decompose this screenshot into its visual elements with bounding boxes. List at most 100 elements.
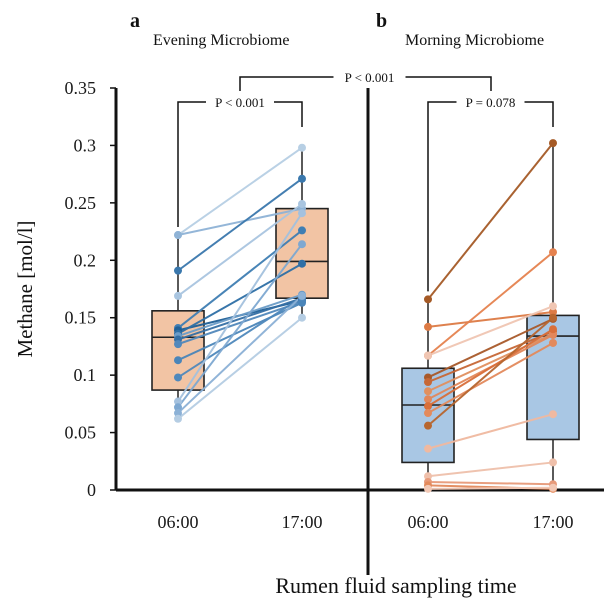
paired-line [427,461,554,478]
data-point-1700 [298,313,306,322]
panel-letter: b [376,10,387,32]
data-point-0600 [174,403,182,412]
paired-line [177,301,303,362]
bracket-label-bg [206,92,274,112]
data-point-0600 [174,340,182,349]
data-point-0600 [424,444,432,453]
box [275,207,329,299]
data-point-0600 [174,291,182,300]
data-point-1700 [549,325,557,334]
data-point-0600 [424,472,432,481]
data-point-0600 [424,322,432,331]
significance-bracket [427,101,554,292]
paired-line [177,229,303,329]
y-tick-label: 0.3 [74,135,97,155]
significance-annotations: P < 0.001 P = 0.078 P < 0.001 [177,67,554,292]
bracket-p-value: P = 0.078 [466,95,516,110]
data-point-1700 [549,307,557,316]
data-point-1700 [298,240,306,249]
paired-line [427,486,554,490]
paired-line [177,146,303,236]
data-point-0600 [174,266,182,275]
data-point-1700 [549,458,557,467]
paired-line [427,480,554,486]
paired-line [177,293,303,338]
paired-line [427,330,554,383]
paired-line [177,207,303,236]
paired-line [177,296,303,379]
paired-line [427,316,554,427]
data-point-0600 [174,409,182,418]
x-tick-label: 17:00 [532,512,573,532]
data-point-0600 [424,484,432,493]
between-label-bg [333,67,406,87]
data-point-0600 [174,231,182,240]
data-point-1700 [549,139,557,148]
y-tick-label: 0.05 [65,423,97,443]
bracket-p-value: P < 0.001 [215,95,265,110]
data-point-0600 [424,378,432,387]
data-point-0600 [424,351,432,360]
data-point-1700 [549,338,557,347]
data-point-0600 [424,402,432,411]
x-tick-label: 17:00 [281,512,322,532]
panel-letter: a [130,10,140,32]
paired-line [427,342,554,414]
data-point-1700 [298,259,306,268]
data-point-1700 [549,410,557,419]
y-tick-label: 0.1 [74,365,97,385]
data-point-0600 [424,395,432,404]
y-tick-label: 0.2 [74,250,97,270]
paired-line [177,212,303,403]
data-point-1700 [298,226,306,235]
paired-line [427,305,554,357]
panel-evening-microbiome: a Evening Microbiome 06:00 17:00 [130,10,329,532]
data-point-1700 [549,248,557,257]
between-p-value: P < 0.001 [345,70,395,85]
bracket-label-bg [456,92,525,112]
data-point-0600 [424,295,432,304]
x-tick-label: 06:00 [407,512,448,532]
paired-line [177,243,303,408]
paired-line [427,332,554,393]
paired-line [177,297,303,341]
data-point-1700 [549,483,557,492]
x-axis-label: Rumen fluid sampling time [275,573,516,598]
paired-line [427,317,554,379]
paired-line [177,300,303,346]
panel-title: Evening Microbiome [153,32,289,49]
data-point-1700 [549,313,557,322]
data-point-0600 [174,414,182,423]
data-point-1700 [549,330,557,339]
x-tick-label: 06:00 [157,512,198,532]
y-tick-label: 0.35 [65,78,97,98]
data-point-1700 [549,302,557,311]
data-point-0600 [174,397,182,406]
paired-line [427,413,554,450]
y-tick-label: 0 [87,480,96,500]
y-tick-label: 0.25 [65,193,97,213]
paired-line [427,142,554,300]
data-point-0600 [174,356,182,365]
data-point-0600 [424,421,432,430]
paired-line [177,177,303,272]
paired-line [177,262,303,335]
panel-morning-microbiome: b Morning Microbiome 06:00 17:00 [376,10,580,532]
data-point-1700 [298,209,306,218]
data-point-1700 [298,291,306,300]
panel-title: Morning Microbiome [405,32,544,49]
paired-line [427,251,554,357]
data-point-0600 [424,409,432,418]
data-point-1700 [298,174,306,183]
data-point-1700 [298,143,306,152]
paired-line [177,295,303,414]
data-point-0600 [174,373,182,382]
y-tick-label: 0.15 [65,308,97,328]
paired-line [177,203,303,297]
paired-line [427,328,554,408]
paired-line [177,316,303,420]
data-point-1700 [298,298,306,307]
y-axis-label: Methane [mol/l] [13,220,37,357]
data-point-1700 [298,200,306,209]
